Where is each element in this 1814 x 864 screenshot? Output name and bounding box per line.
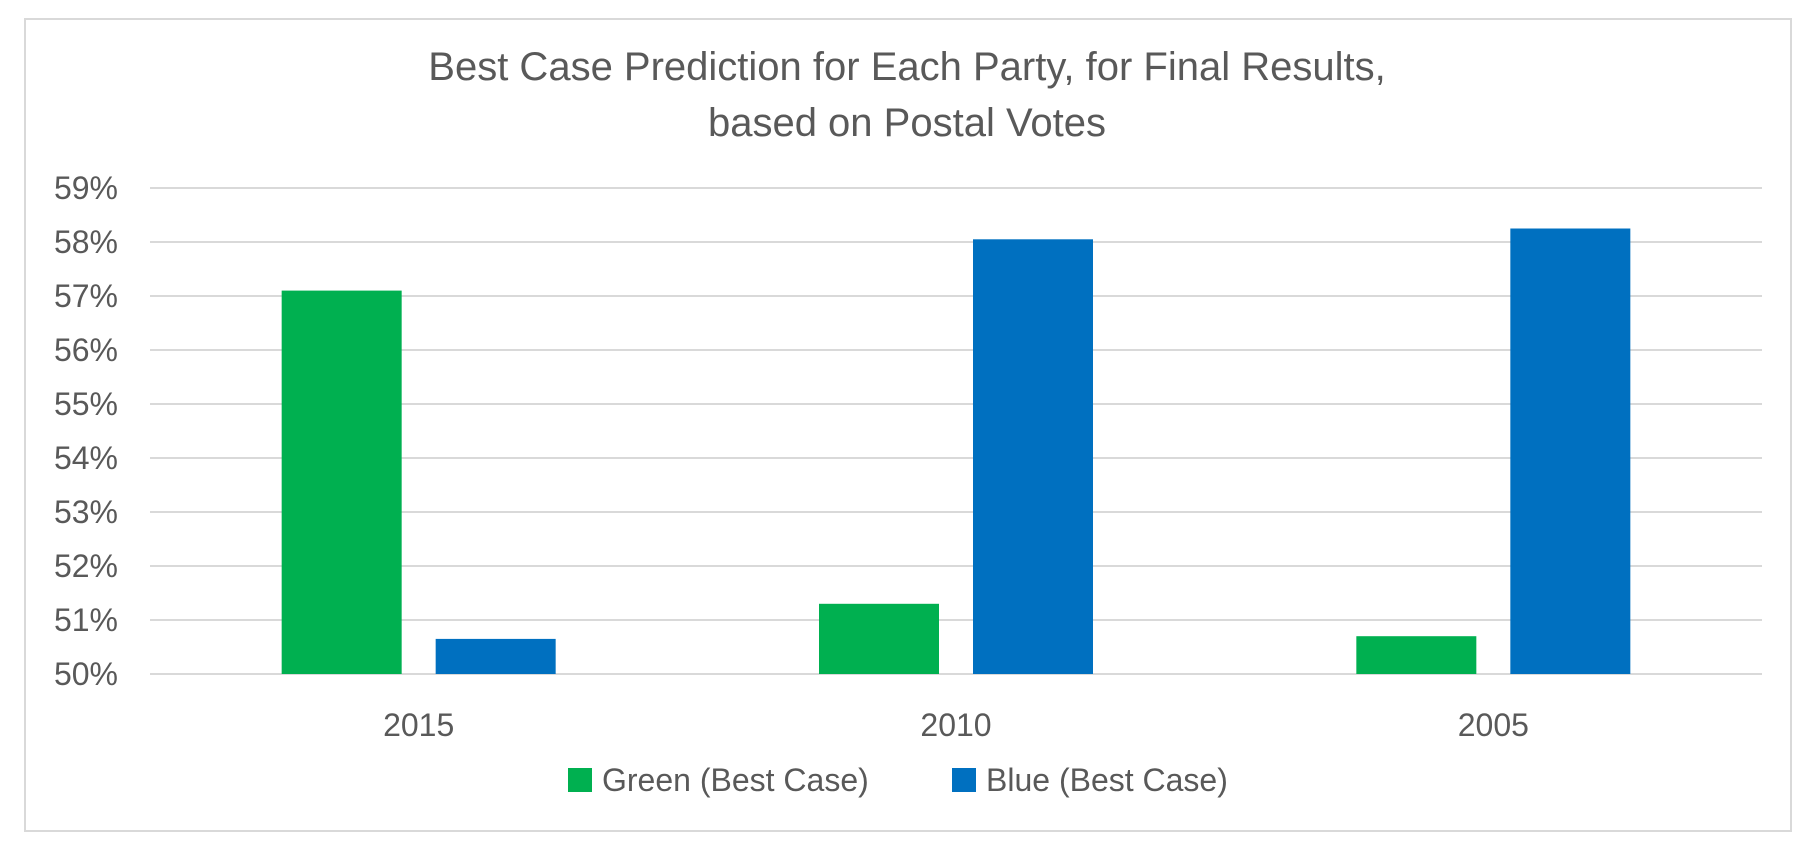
gridlines <box>150 187 1762 675</box>
bar-green-2015 <box>281 290 402 674</box>
y-tick-label: 54% <box>54 440 118 476</box>
bar-blue-2010 <box>973 239 1093 675</box>
bar-green-2005 <box>1356 636 1477 674</box>
y-axis-ticks: 50% 51% 52% 53% 54% 55% 56% 57% 58% 59% <box>54 170 118 692</box>
bar-blue-2015 <box>435 638 556 674</box>
x-axis-ticks: 2015 2010 2005 <box>383 707 1529 743</box>
x-tick-label: 2015 <box>383 707 454 743</box>
y-tick-label: 55% <box>54 386 118 422</box>
legend-swatch-green <box>568 768 592 792</box>
y-tick-label: 50% <box>54 656 118 692</box>
y-tick-label: 51% <box>54 602 118 638</box>
y-tick-label: 52% <box>54 548 118 584</box>
chart-subtitle: based on Postal Votes <box>708 101 1106 145</box>
y-tick-label: 58% <box>54 224 118 260</box>
y-tick-label: 59% <box>54 170 118 206</box>
legend-label: Green (Best Case) <box>602 762 869 798</box>
y-tick-label: 56% <box>54 332 118 368</box>
bar-blue-2005 <box>1510 228 1631 674</box>
bars <box>281 228 1631 675</box>
x-tick-label: 2010 <box>920 707 991 743</box>
x-tick-label: 2005 <box>1458 707 1529 743</box>
legend-swatch-blue <box>952 768 976 792</box>
y-tick-label: 53% <box>54 494 118 530</box>
legend-label: Blue (Best Case) <box>986 762 1228 798</box>
chart-title: Best Case Prediction for Each Party, for… <box>428 45 1385 89</box>
bar-green-2010 <box>819 603 939 674</box>
legend: Green (Best Case) Blue (Best Case) <box>568 762 1228 798</box>
y-tick-label: 57% <box>54 278 118 314</box>
